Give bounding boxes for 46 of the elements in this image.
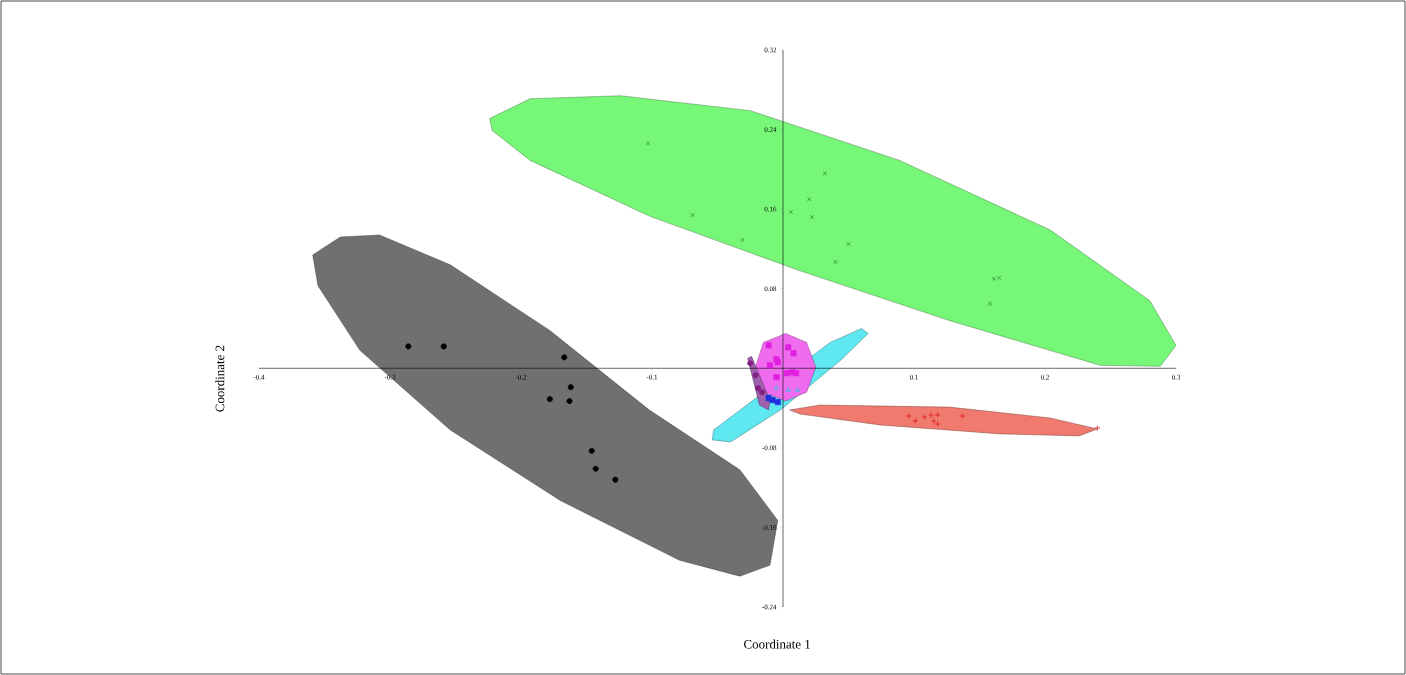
- point: [566, 398, 573, 405]
- point: [773, 385, 780, 390]
- point: [766, 362, 773, 369]
- point: [769, 397, 776, 404]
- point: [930, 417, 937, 424]
- point: [809, 214, 815, 220]
- point: [747, 360, 754, 367]
- point: [934, 412, 941, 419]
- point: [846, 241, 851, 247]
- point: [806, 196, 812, 202]
- point: [833, 259, 838, 265]
- point: [440, 343, 447, 350]
- point: [740, 237, 745, 243]
- point: [790, 350, 797, 357]
- point: [905, 413, 912, 420]
- point: [759, 389, 766, 396]
- point: [783, 370, 790, 377]
- point: [793, 370, 800, 377]
- point: [752, 372, 759, 379]
- point: [785, 344, 792, 351]
- point: [612, 476, 619, 483]
- point: [405, 343, 412, 350]
- point: [567, 384, 574, 391]
- point: [794, 387, 801, 392]
- point: [959, 413, 966, 420]
- x-axis-title: Coordinate 1: [744, 639, 810, 649]
- point: [788, 209, 794, 215]
- point: [912, 417, 919, 424]
- point: [921, 414, 928, 420]
- point: [785, 387, 791, 392]
- point: [592, 465, 599, 472]
- point: [588, 447, 595, 454]
- point: [690, 212, 695, 218]
- point: [928, 412, 935, 419]
- point: [774, 399, 781, 406]
- y-axis-title: Coordinate 2: [215, 345, 225, 412]
- point: [773, 374, 780, 381]
- point: [755, 385, 762, 392]
- point: [561, 354, 568, 361]
- point: [822, 171, 828, 176]
- point: [1094, 424, 1101, 431]
- point: [934, 420, 941, 427]
- point: [987, 301, 993, 306]
- point: [765, 342, 772, 349]
- point: [645, 141, 651, 146]
- point: [546, 396, 553, 403]
